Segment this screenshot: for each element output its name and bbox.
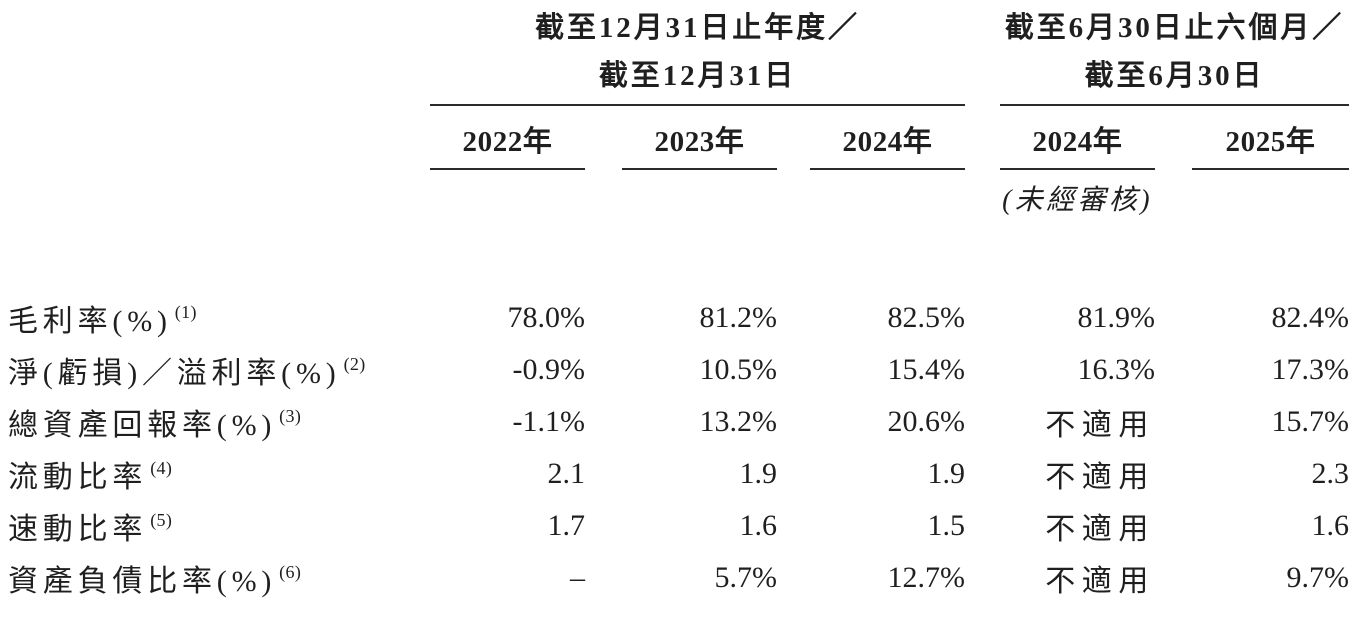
cell-value: 81.9% [1077,301,1156,334]
year-header-2023: 2023年 [622,106,777,170]
header-groups-row: 截至12月31日止年度／ 截至12月31日 截至6月30日止六個月／ 截至6月3… [8,0,1358,106]
footnote-marker: (6) [279,562,302,582]
row-label-text: 淨(虧損)／溢利率(%) [8,357,341,390]
cell-value: 82.4% [1271,301,1350,334]
row-label: 總資產回報率(%) (3) [8,400,430,444]
cell-value: 1.9 [927,457,966,490]
group-annual-title-line2: 截至12月31日 [598,60,797,92]
table-row-gearing-ratio: 資產負債比率(%) (6) – 5.7% 12.7% 不適用 9.7% [8,552,1358,604]
row-label: 流動比率 (4) [8,452,430,496]
row-label-text: 速動比率 [8,513,148,546]
group-interim-title-line2: 截至6月30日 [1084,60,1265,92]
cell-value: 15.7% [1271,405,1350,438]
gap [585,106,622,170]
row-label: 淨(虧損)／溢利率(%) (2) [8,348,430,392]
group-header-interim: 截至6月30日止六個月／ 截至6月30日 [1000,0,1349,106]
footnote-marker: (4) [150,458,173,478]
header-empty-cell [8,0,430,106]
cell-value: 1.9 [739,457,778,490]
cell-value: 1.7 [547,509,586,542]
cell-value: 15.4% [887,353,966,386]
row-label: 毛利率(%) (1) [8,296,430,340]
cell-value: 78.0% [507,301,586,334]
cell-value: 5.7% [714,561,778,594]
group-interim-title-line1: 截至6月30日止六個月／ [1004,12,1345,44]
cell-value: 1.6 [1311,509,1350,542]
table-row-return-on-assets: 總資產回報率(%) (3) -1.1% 13.2% 20.6% 不適用 15.7% [8,396,1358,448]
table-row-current-ratio: 流動比率 (4) 2.1 1.9 1.9 不適用 2.3 [8,448,1358,500]
row-label-text: 流動比率 [8,461,148,494]
year-header-2025-interim: 2025年 [1192,106,1349,170]
year-header-2024-interim: 2024年 [1000,106,1155,170]
group-header-annual: 截至12月31日止年度／ 截至12月31日 [430,0,965,106]
gap [1155,106,1192,170]
cell-value: 20.6% [887,405,966,438]
year-headers-row: 2022年 2023年 2024年 2024年 2025年 [8,106,1358,170]
footnote-marker: (3) [279,406,302,426]
cell-value: 13.2% [699,405,778,438]
cell-value: 12.7% [887,561,966,594]
cell-value: 81.2% [699,301,778,334]
year-header-2024: 2024年 [810,106,965,170]
header-body-spacer [8,226,1358,292]
unaudited-note-row: (未經審核) [8,170,1358,226]
row-label-text: 資產負債比率(%) [8,565,277,598]
row-label: 速動比率 (5) [8,504,430,548]
table-row-quick-ratio: 速動比率 (5) 1.7 1.6 1.5 不適用 1.6 [8,500,1358,552]
cell-value: 1.5 [927,509,966,542]
gap [777,106,810,170]
cell-value: 2.1 [547,457,586,490]
cell-value: 10.5% [699,353,778,386]
table-row-net-margin: 淨(虧損)／溢利率(%) (2) -0.9% 10.5% 15.4% 16.3% … [8,344,1358,396]
row-label-text: 毛利率(%) [8,305,172,338]
year-empty-cell [8,106,430,170]
cell-value-not-applicable: 不適用 [1045,461,1155,494]
footnote-marker: (1) [174,302,197,322]
cell-value: – [570,561,585,594]
group-annual-title-line1: 截至12月31日止年度／ [535,12,860,44]
row-label: 資產負債比率(%) (6) [8,556,430,600]
cell-value: 9.7% [1286,561,1350,594]
cell-value: 82.5% [887,301,966,334]
header-gap [965,0,1000,106]
cell-value: -1.1% [512,405,585,438]
cell-value-not-applicable: 不適用 [1045,409,1155,442]
footnote-marker: (2) [343,354,366,374]
cell-value: -0.9% [512,353,585,386]
row-label-text: 總資產回報率(%) [8,409,277,442]
cell-value-not-applicable: 不適用 [1045,513,1155,546]
cell-value: 1.6 [739,509,778,542]
unaudited-note: (未經審核) [1002,185,1153,216]
gap [965,106,1000,170]
footnote-marker: (5) [150,510,173,530]
cell-value: 17.3% [1271,353,1350,386]
cell-value: 2.3 [1311,457,1350,490]
table-row-gross-margin: 毛利率(%) (1) 78.0% 81.2% 82.5% 81.9% 82.4% [8,292,1358,344]
cell-value: 16.3% [1077,353,1156,386]
year-header-2022: 2022年 [430,106,585,170]
cell-value-not-applicable: 不適用 [1045,565,1155,598]
